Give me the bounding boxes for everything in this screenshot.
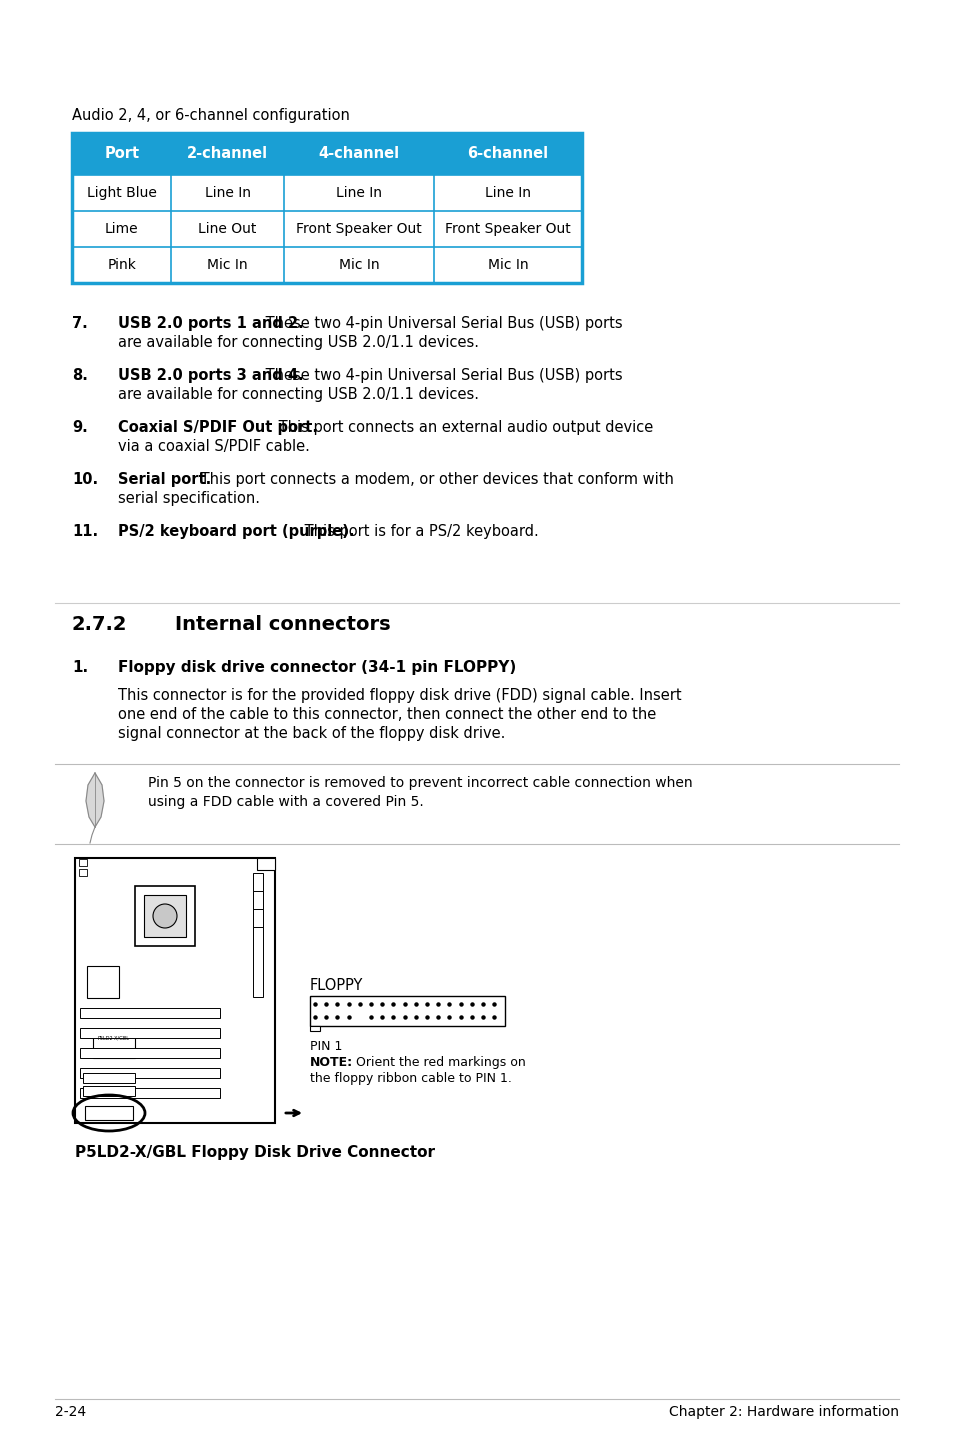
Text: using a FDD cable with a covered Pin 5.: using a FDD cable with a covered Pin 5. [148,795,423,810]
Bar [80,1089,220,1099]
Text: 2.7.2: 2.7.2 [71,615,128,634]
Text: are available for connecting USB 2.0/1.1 devices.: are available for connecting USB 2.0/1.1… [118,335,478,349]
Text: Mic In: Mic In [338,257,378,272]
Bar [253,928,263,997]
Text: 8.: 8. [71,368,88,383]
Text: 4-channel: 4-channel [318,147,399,161]
Text: These two 4-pin Universal Serial Bus (USB) ports: These two 4-pin Universal Serial Bus (US… [261,368,622,383]
Text: 9.: 9. [71,420,88,436]
Bar [310,1025,319,1031]
Text: PIN 1: PIN 1 [310,1040,342,1053]
Text: serial specification.: serial specification. [118,490,260,506]
Text: PS/2 keyboard port (purple).: PS/2 keyboard port (purple). [118,523,355,539]
Text: via a coaxial S/PDIF cable.: via a coaxial S/PDIF cable. [118,439,310,454]
Text: the floppy ribbon cable to PIN 1.: the floppy ribbon cable to PIN 1. [310,1071,512,1086]
Circle shape [152,905,177,928]
Text: NOTE:: NOTE: [310,1055,353,1068]
Text: Front Speaker Out: Front Speaker Out [445,221,570,236]
Bar [83,1086,135,1096]
Bar [83,1073,135,1083]
Text: This connector is for the provided floppy disk drive (FDD) signal cable. Insert: This connector is for the provided flopp… [118,687,680,703]
Text: are available for connecting USB 2.0/1.1 devices.: are available for connecting USB 2.0/1.1… [118,387,478,403]
Bar [71,175,581,211]
Bar [71,247,581,283]
Text: Chapter 2: Hardware information: Chapter 2: Hardware information [668,1405,898,1419]
Bar [310,997,504,1025]
Bar [256,858,274,870]
Text: Pink: Pink [107,257,136,272]
Bar [144,894,186,938]
Polygon shape [86,774,104,827]
Bar [80,1068,220,1078]
Text: 6-channel: 6-channel [467,147,548,161]
Text: Serial port.: Serial port. [118,472,211,487]
Text: Line In: Line In [484,186,531,200]
Text: Orient the red markings on: Orient the red markings on [352,1055,525,1068]
Text: P5LD2-X/GBL Floppy Disk Drive Connector: P5LD2-X/GBL Floppy Disk Drive Connector [75,1145,435,1160]
Bar [87,966,119,998]
Bar [79,858,87,866]
Bar [71,132,581,283]
Text: one end of the cable to this connector, then connect the other end to the: one end of the cable to this connector, … [118,707,656,722]
Bar [80,1048,220,1058]
Bar [75,858,274,1123]
Bar [79,869,87,876]
Text: 11.: 11. [71,523,98,539]
Bar [135,886,194,946]
Text: FLOPPY: FLOPPY [310,978,363,994]
Text: P5LD2-X/GBL: P5LD2-X/GBL [98,1035,130,1040]
Text: Port: Port [104,147,139,161]
Text: Mic In: Mic In [207,257,248,272]
Bar [71,132,581,175]
Text: Front Speaker Out: Front Speaker Out [295,221,421,236]
Text: This port connects an external audio output device: This port connects an external audio out… [274,420,653,436]
Text: This port connects a modem, or other devices that conform with: This port connects a modem, or other dev… [195,472,673,487]
Text: Lime: Lime [105,221,138,236]
Text: Pin 5 on the connector is removed to prevent incorrect cable connection when: Pin 5 on the connector is removed to pre… [148,777,692,789]
Bar [253,892,263,961]
Text: 10.: 10. [71,472,98,487]
Text: Line In: Line In [335,186,381,200]
Text: Audio 2, 4, or 6-channel configuration: Audio 2, 4, or 6-channel configuration [71,108,350,124]
Text: Mic In: Mic In [487,257,528,272]
Bar [253,873,263,943]
Bar [253,909,263,979]
Text: 2-24: 2-24 [55,1405,86,1419]
Text: 2-channel: 2-channel [187,147,268,161]
Text: This port is for a PS/2 keyboard.: This port is for a PS/2 keyboard. [299,523,538,539]
Bar [85,1106,132,1120]
Text: Floppy disk drive connector (34-1 pin FLOPPY): Floppy disk drive connector (34-1 pin FL… [118,660,516,674]
Text: Line In: Line In [204,186,251,200]
Text: 7.: 7. [71,316,88,331]
Text: 1.: 1. [71,660,88,674]
Text: USB 2.0 ports 1 and 2.: USB 2.0 ports 1 and 2. [118,316,303,331]
Text: Internal connectors: Internal connectors [174,615,390,634]
Text: USB 2.0 ports 3 and 4.: USB 2.0 ports 3 and 4. [118,368,303,383]
Text: These two 4-pin Universal Serial Bus (USB) ports: These two 4-pin Universal Serial Bus (US… [261,316,622,331]
Text: Light Blue: Light Blue [87,186,156,200]
Text: Coaxial S/PDIF Out port.: Coaxial S/PDIF Out port. [118,420,317,436]
Text: Line Out: Line Out [198,221,256,236]
Text: signal connector at the back of the floppy disk drive.: signal connector at the back of the flop… [118,726,505,741]
Bar [80,1028,220,1038]
Bar [80,1008,220,1018]
Bar [92,1030,135,1058]
Bar [71,211,581,247]
